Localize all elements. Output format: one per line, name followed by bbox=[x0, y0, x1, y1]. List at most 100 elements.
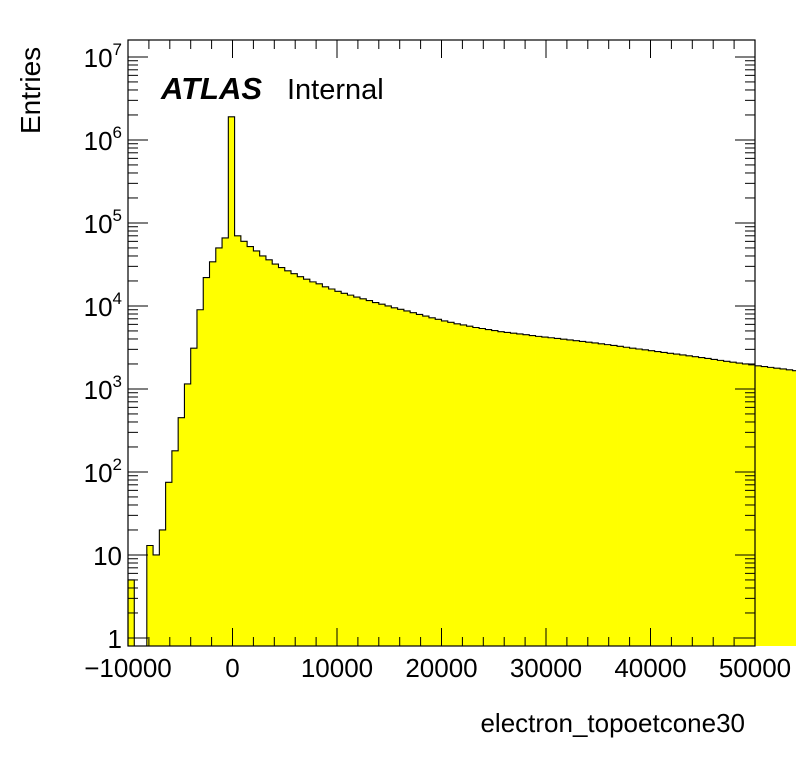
histogram-bin bbox=[648, 350, 656, 646]
histogram-bin bbox=[228, 116, 235, 646]
histogram-bin bbox=[679, 354, 687, 646]
y-tick-label: 10 bbox=[93, 541, 122, 571]
histogram-bin bbox=[291, 273, 298, 646]
histogram-bin bbox=[635, 348, 643, 646]
y-axis-label: Entries bbox=[15, 47, 46, 134]
histogram-bin bbox=[523, 334, 530, 646]
histogram-bin bbox=[761, 366, 768, 646]
y-tick-label: 106 bbox=[84, 123, 122, 156]
histogram-bin bbox=[146, 545, 154, 646]
histogram-bin bbox=[548, 337, 555, 646]
histogram-bin bbox=[660, 352, 668, 646]
histogram-bin bbox=[203, 277, 210, 646]
histogram-bin bbox=[391, 307, 399, 646]
histogram-bin bbox=[178, 417, 185, 646]
histogram-bin bbox=[247, 246, 254, 647]
internal-label: Internal bbox=[287, 74, 384, 106]
histogram-bin bbox=[403, 310, 411, 646]
histogram-bin bbox=[704, 358, 712, 646]
histogram-bin bbox=[341, 293, 348, 646]
x-axis-label: electron_topoetcone30 bbox=[480, 708, 745, 738]
histogram-bin bbox=[729, 362, 737, 646]
x-tick-labels: −10000 0 10000 20000 30000 40000 50000 bbox=[84, 653, 791, 683]
histogram-bin bbox=[673, 354, 681, 646]
histogram-bin bbox=[504, 332, 511, 646]
histogram-bin bbox=[284, 270, 292, 646]
histogram-bin bbox=[253, 250, 261, 646]
x-tick-label: 0 bbox=[225, 653, 239, 683]
histogram-bin bbox=[711, 359, 718, 646]
histogram-bin bbox=[447, 322, 455, 646]
histogram-bin bbox=[454, 323, 461, 646]
histogram-bin bbox=[792, 370, 796, 646]
histogram-bin bbox=[416, 314, 424, 646]
histogram-bin bbox=[654, 351, 662, 646]
histogram-bin bbox=[598, 343, 605, 646]
y-tick-label: 107 bbox=[84, 40, 122, 73]
histogram-bin bbox=[278, 267, 286, 646]
histogram-bin bbox=[265, 259, 273, 646]
histogram-bin bbox=[435, 319, 442, 646]
histogram-bin bbox=[610, 345, 618, 646]
histogram-bin bbox=[359, 298, 367, 646]
histogram-bin bbox=[272, 264, 279, 646]
histogram-bin bbox=[209, 261, 217, 646]
histogram-bin bbox=[159, 529, 167, 646]
histogram-bin bbox=[516, 333, 524, 646]
histogram-bin bbox=[579, 341, 587, 646]
histogram-bin bbox=[617, 346, 624, 646]
histogram-bin bbox=[428, 317, 436, 646]
y-tick-label: 1 bbox=[108, 624, 122, 654]
histogram-bin bbox=[698, 357, 706, 646]
x-tick-label: 50000 bbox=[719, 653, 791, 683]
histogram-bin bbox=[184, 383, 192, 646]
histogram-bin bbox=[328, 289, 336, 646]
histogram-bin bbox=[222, 237, 229, 646]
y-tick-label: 102 bbox=[84, 455, 122, 488]
histogram-bin bbox=[585, 342, 593, 646]
histogram-bin bbox=[554, 338, 562, 646]
y-tick-labels: 1 10 102 103 104 105 106 107 bbox=[84, 40, 122, 654]
histogram-bin bbox=[259, 255, 267, 647]
histogram-bin bbox=[460, 324, 467, 646]
histogram-bin bbox=[566, 339, 574, 646]
x-tick-label: 30000 bbox=[510, 653, 582, 683]
histogram-bin bbox=[642, 349, 649, 646]
histogram-bin bbox=[385, 305, 392, 646]
histogram-bin bbox=[604, 344, 612, 646]
histogram-bin bbox=[316, 283, 323, 646]
histogram-bin bbox=[535, 336, 543, 646]
x-tick-label: 40000 bbox=[614, 653, 686, 683]
histogram-bin bbox=[397, 309, 405, 646]
histogram-bin bbox=[297, 276, 304, 646]
histogram-bin bbox=[780, 368, 787, 646]
histogram-bin bbox=[755, 365, 762, 646]
histogram-bin bbox=[347, 295, 355, 646]
histogram-bin bbox=[190, 348, 198, 646]
x-tick-label: 10000 bbox=[301, 653, 373, 683]
histogram-bin bbox=[479, 328, 486, 646]
histogram-bin bbox=[334, 291, 342, 646]
histogram-bin bbox=[322, 286, 330, 646]
y-tick-label: 105 bbox=[84, 206, 122, 239]
histogram-bin bbox=[234, 235, 242, 646]
histogram-bin bbox=[309, 281, 317, 646]
histogram-bin bbox=[623, 347, 630, 646]
histogram-bin bbox=[497, 331, 505, 646]
histogram-bin bbox=[529, 335, 536, 646]
histogram-bin bbox=[215, 247, 223, 646]
histogram-bin bbox=[773, 368, 781, 646]
histogram-bin bbox=[541, 337, 549, 646]
histogram-bin bbox=[466, 326, 474, 646]
atlas-label: ATLAS bbox=[160, 71, 262, 106]
histogram-bin bbox=[491, 330, 499, 646]
histogram-bin bbox=[485, 329, 493, 646]
histogram-bin bbox=[410, 312, 417, 646]
histogram-bin bbox=[372, 302, 380, 646]
histogram-bin bbox=[736, 363, 743, 646]
histogram-bin bbox=[591, 342, 599, 646]
histogram-bin bbox=[786, 369, 794, 646]
histogram-bars bbox=[127, 116, 796, 647]
x-tick-label: −10000 bbox=[84, 653, 171, 683]
